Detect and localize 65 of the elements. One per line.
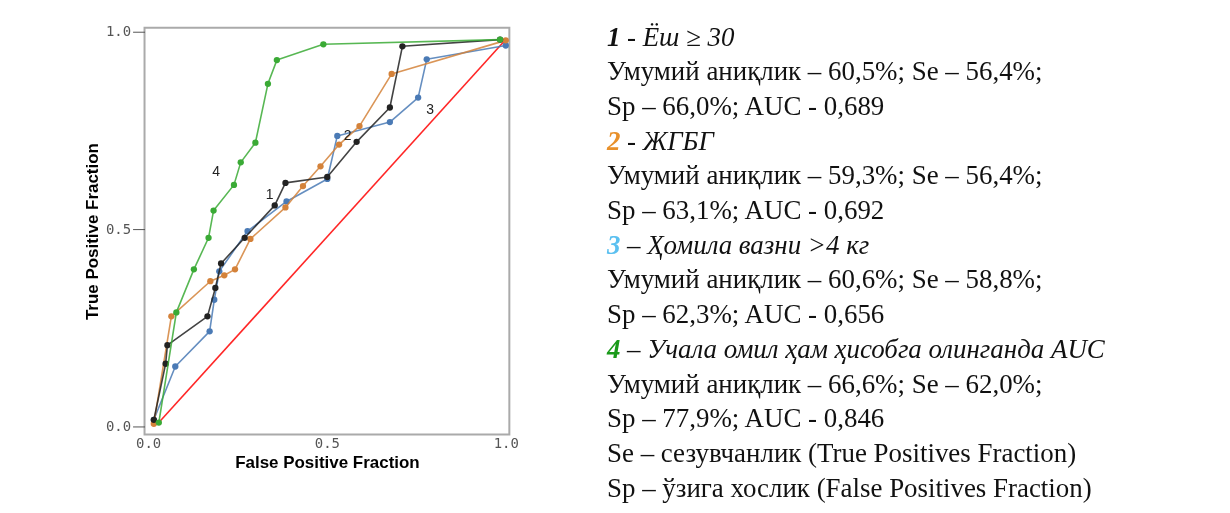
point <box>210 207 217 214</box>
point <box>173 309 180 316</box>
series-label: 1 <box>265 186 274 203</box>
point <box>206 328 213 335</box>
point <box>334 132 341 140</box>
point <box>252 139 259 146</box>
point <box>386 118 394 126</box>
y-axis-title: True Positive Fraction <box>82 143 102 321</box>
text: Sp – 66,0%; AUC - 0,689 <box>607 91 885 122</box>
point <box>155 419 162 426</box>
point <box>273 56 281 64</box>
point <box>271 202 278 209</box>
point <box>190 266 198 273</box>
point <box>502 37 509 44</box>
point <box>335 141 343 148</box>
x-tick-label: 0.0 <box>136 434 162 451</box>
point <box>320 41 327 48</box>
text: Умумий аниқлик – 66,6%; Se – 62,0%; <box>607 368 1043 399</box>
text: Sp – ўзига хослик (False Positives Fraction) <box>607 472 1092 503</box>
text: Sp – 63,1%; AUC - 0,692 <box>607 195 885 226</box>
point <box>164 342 171 349</box>
point <box>299 182 307 190</box>
text: Se – сезувчанлик (True Positives Fraction) <box>607 437 1077 468</box>
point <box>231 266 239 273</box>
text: 1 - Ёш ≥ 30 <box>607 21 736 52</box>
point <box>168 313 175 320</box>
point <box>414 94 422 101</box>
point <box>207 278 214 285</box>
text: Умумий аниқлик – 60,6%; Se – 58,8%; <box>607 264 1043 295</box>
point <box>282 204 289 211</box>
x-tick-label: 0.5 <box>314 434 341 451</box>
point <box>282 179 289 187</box>
point <box>221 272 228 279</box>
x-tick-label: 1.0 <box>493 434 519 451</box>
y-tick-label: 0.0 <box>105 418 132 434</box>
point <box>388 70 395 78</box>
point <box>423 56 430 63</box>
point <box>247 235 254 243</box>
point <box>356 122 363 130</box>
point <box>172 363 179 370</box>
point <box>353 138 360 145</box>
series-label: 3 <box>426 100 435 117</box>
text: 3 – Ҳомила вазни >4 кг <box>606 229 870 260</box>
x-axis-title: False Positive Fraction <box>235 452 420 472</box>
text: Умумий аниқлик – 59,3%; Se – 56,4%; <box>607 160 1043 191</box>
y-tick-label: 1.0 <box>105 23 132 40</box>
point <box>212 284 219 292</box>
text: Sp – 77,9%; AUC - 0,846 <box>607 403 885 434</box>
text: 2 - ЖГБГ <box>606 125 716 156</box>
series-label: 4 <box>212 162 221 179</box>
point <box>502 42 509 49</box>
y-tick-label: 0.5 <box>105 220 132 237</box>
point <box>386 104 394 111</box>
text: 4 – Учала омил ҳам ҳисобга олинганда AUC <box>606 333 1106 364</box>
text: Sp – 62,3%; AUC - 0,656 <box>607 299 885 330</box>
point <box>317 163 324 170</box>
point <box>217 260 225 267</box>
point <box>204 313 211 320</box>
point <box>399 43 406 50</box>
text: Умумий аниқлик – 60,5%; Se – 56,4%; <box>607 56 1043 87</box>
point <box>264 80 272 87</box>
point <box>241 234 248 241</box>
point <box>205 234 212 241</box>
point <box>237 159 244 166</box>
point <box>230 181 238 189</box>
